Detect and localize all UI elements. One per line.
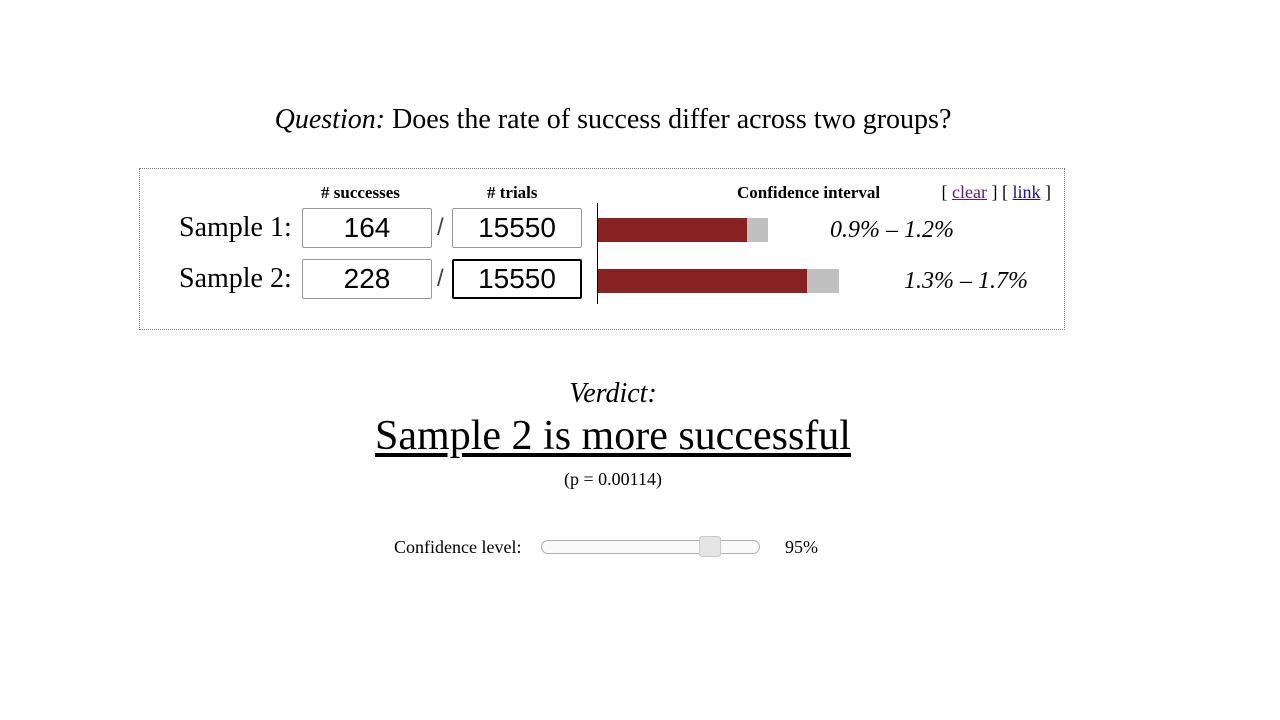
separator: /	[437, 265, 444, 292]
confidence-slider-thumb[interactable]	[699, 536, 721, 557]
bracket-text: [	[941, 182, 953, 202]
p-value: (p = 0.00114)	[564, 469, 662, 489]
header-successes: # successes	[321, 183, 400, 202]
sample-2-interval-estimate	[598, 269, 807, 293]
confidence-slider-track[interactable]	[541, 540, 760, 554]
question-prefix: Question:	[274, 104, 386, 135]
sample-2-successes-input[interactable]: 228	[302, 259, 432, 299]
confidence-level-value: 95%	[785, 537, 818, 557]
interval-axis	[597, 203, 598, 304]
header-confidence-interval: Confidence interval	[737, 183, 881, 202]
sample-2-label: Sample 2:	[179, 263, 292, 294]
separator: /	[437, 214, 444, 241]
bracket-text: ] [	[986, 182, 1013, 202]
question-text: Does the rate of success differ across t…	[385, 104, 952, 135]
sample-1-label: Sample 1:	[179, 212, 292, 243]
permalink-link[interactable]: link	[1012, 182, 1041, 202]
sample-1-interval-estimate	[598, 218, 747, 242]
bracket-text: ]	[1040, 182, 1051, 202]
sample-1-successes-input[interactable]: 164	[302, 208, 432, 248]
verdict-label: Verdict:	[569, 378, 657, 409]
question: Question: Does the rate of success diffe…	[0, 104, 1226, 136]
sample-2-interval-text: 1.3% – 1.7%	[904, 268, 1028, 294]
sample-2-trials-input[interactable]: 15550	[452, 259, 582, 299]
confidence-level-label: Confidence level:	[394, 537, 522, 557]
sample-1-interval-text: 0.9% – 1.2%	[830, 217, 954, 243]
clear-link[interactable]: clear	[952, 182, 987, 202]
header-trials: # trials	[487, 183, 538, 202]
sample-1-trials-input[interactable]: 15550	[452, 208, 582, 248]
panel-links: [ clear ] [ link ]	[942, 182, 1051, 203]
verdict-text: Sample 2 is more successful	[375, 413, 851, 459]
input-panel: # successes # trials Confidence interval…	[139, 168, 1065, 330]
